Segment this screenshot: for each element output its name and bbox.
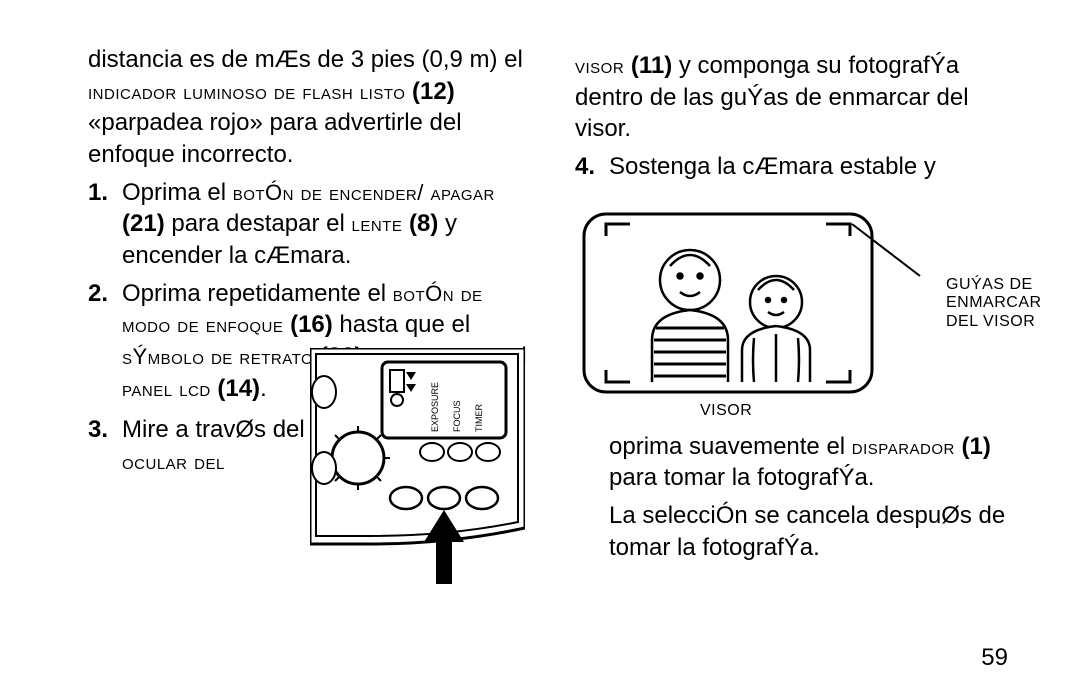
figure-lcd-panel: EXPOSURE FOCUS TIMER [310, 348, 525, 584]
text: Sostenga la cÆmara estable y [609, 153, 936, 180]
figure-viewfinder: GUÝAS DE ENMARCAR DEL VISOR VISOR [580, 210, 1050, 430]
text: hasta que el [333, 311, 470, 338]
text: ENMARCAR [946, 294, 1042, 311]
note-paragraph: La selecciÓn se cancela despuØs de tomar… [609, 500, 1022, 563]
text-smallcaps: visor [575, 53, 624, 78]
step-4-continued: oprima suavemente el disparador (1) para… [575, 431, 1022, 564]
text-block: oprima suavemente el disparador (1) para… [609, 431, 1022, 494]
text: La selecciÓn se cancela despuØs de tomar… [609, 502, 1005, 561]
ref-number: (11) [624, 52, 672, 79]
text: oprima suavemente el [609, 433, 852, 460]
ref-number: (14) [211, 375, 260, 402]
manual-page: distancia es de mÆs de 3 pies (0,9 m) el… [0, 0, 1080, 694]
text: para destapar el [165, 210, 352, 237]
lcd-label-focus: FOCUS [452, 401, 462, 433]
caption-viewfinder: VISOR [700, 402, 752, 420]
step-number: 4. [575, 151, 609, 183]
lcd-label-exposure: EXPOSURE [430, 382, 440, 432]
step-1: 1. Oprima el botÓn de encender/ apagar (… [88, 177, 535, 272]
intro-paragraph: distancia es de mÆs de 3 pies (0,9 m) el… [88, 44, 535, 171]
ref-number: (1) [955, 433, 991, 460]
text: . [260, 375, 267, 402]
step-body: Oprima el botÓn de encender/ apagar (21)… [122, 177, 535, 272]
step-4: 4. Sostenga la cÆmara estable y [575, 151, 1022, 183]
viewfinder-icon [580, 210, 940, 398]
ref-number: (12) [405, 78, 454, 105]
text-smallcaps: botÓn de encender/ apagar [233, 180, 495, 205]
text: GUÝAS DE [946, 276, 1033, 293]
caption-framing-guides: GUÝAS DE ENMARCAR DEL VISOR [946, 276, 1042, 331]
text: para tomar la fotografÝa. [609, 464, 874, 491]
step-body: Sostenga la cÆmara estable y [609, 151, 1022, 183]
ref-number: (21) [122, 210, 165, 237]
text: Mire a travØs del [122, 416, 305, 443]
ref-number: (8) [402, 210, 438, 237]
text-smallcaps: indicador luminoso de flash listo [88, 79, 405, 104]
text-smallcaps: panel lcd [122, 376, 211, 401]
text: Oprima el [122, 179, 233, 206]
step-number: 3. [88, 414, 122, 477]
text-smallcaps: ocular del [122, 449, 225, 474]
text: DEL VISOR [946, 313, 1035, 330]
lcd-panel-icon: EXPOSURE FOCUS TIMER [310, 348, 525, 584]
text-smallcaps: lente [351, 211, 402, 236]
lcd-label-timer: TIMER [474, 404, 484, 432]
step-number: 1. [88, 177, 122, 272]
text: distancia es de mÆs de 3 pies (0,9 m) el [88, 46, 523, 73]
text: «parpadea rojo» para advertirle del enfo… [88, 109, 462, 168]
text-smallcaps: sÝmbolo de retrato [122, 344, 313, 369]
text-smallcaps: disparador [852, 434, 955, 459]
text: Oprima repetidamente el [122, 280, 393, 307]
ref-number: (16) [283, 311, 332, 338]
continued-step-3: visor (11) y componga su fotografÝa dent… [575, 50, 1022, 145]
step-number: 2. [88, 278, 122, 405]
page-number: 59 [981, 644, 1008, 672]
